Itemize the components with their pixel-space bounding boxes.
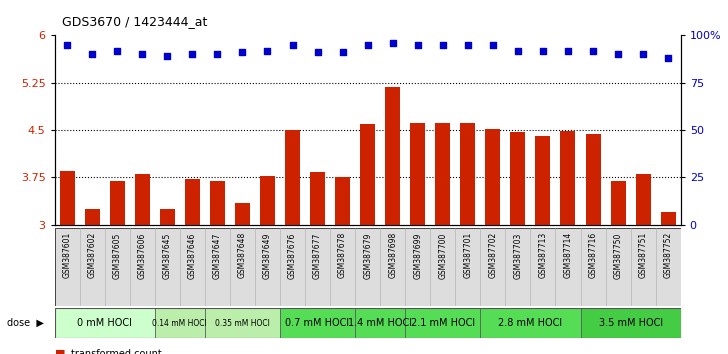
- Text: GSM387714: GSM387714: [563, 232, 572, 279]
- Bar: [210, 181, 225, 225]
- Text: GSM387698: GSM387698: [388, 232, 397, 279]
- Text: GDS3670 / 1423444_at: GDS3670 / 1423444_at: [62, 15, 207, 28]
- Point: [387, 40, 398, 46]
- Bar: [460, 122, 475, 225]
- Point: [437, 42, 448, 48]
- Bar: [355, 308, 405, 338]
- Bar: [235, 203, 250, 225]
- Text: 0.7 mM HOCl: 0.7 mM HOCl: [285, 318, 349, 328]
- Bar: [585, 134, 601, 225]
- Bar: [360, 124, 375, 225]
- Point: [136, 51, 148, 57]
- Text: GSM387702: GSM387702: [488, 232, 497, 279]
- Text: GSM387645: GSM387645: [163, 232, 172, 279]
- Point: [61, 42, 73, 48]
- Point: [487, 42, 499, 48]
- Text: dose  ▶: dose ▶: [7, 318, 44, 328]
- Point: [462, 42, 474, 48]
- Bar: [660, 212, 676, 225]
- Bar: [535, 136, 550, 225]
- Text: GSM387716: GSM387716: [588, 232, 598, 279]
- Bar: [636, 174, 651, 225]
- Bar: [385, 87, 400, 225]
- Text: 2.1 mM HOCl: 2.1 mM HOCl: [411, 318, 475, 328]
- Point: [237, 50, 248, 55]
- Text: GSM387602: GSM387602: [87, 232, 97, 279]
- Text: GSM387679: GSM387679: [363, 232, 372, 279]
- Text: GSM387676: GSM387676: [288, 232, 297, 279]
- Bar: [285, 130, 300, 225]
- Bar: [486, 129, 500, 225]
- Point: [162, 53, 173, 59]
- Point: [186, 51, 198, 57]
- Text: 0.35 mM HOCl: 0.35 mM HOCl: [215, 319, 270, 327]
- Bar: [480, 308, 580, 338]
- Bar: [435, 122, 451, 225]
- Point: [612, 51, 624, 57]
- Bar: [135, 174, 150, 225]
- Point: [337, 50, 349, 55]
- Text: GSM387601: GSM387601: [63, 232, 71, 279]
- Text: GSM387677: GSM387677: [313, 232, 322, 279]
- Text: GSM387678: GSM387678: [338, 232, 347, 279]
- Text: GSM387699: GSM387699: [414, 232, 422, 279]
- Point: [261, 48, 273, 53]
- Bar: [110, 181, 124, 225]
- Bar: [84, 209, 100, 225]
- Text: ■: ■: [55, 349, 68, 354]
- Bar: [561, 131, 576, 225]
- Point: [412, 42, 424, 48]
- Bar: [510, 132, 526, 225]
- Bar: [55, 308, 155, 338]
- Text: GSM387648: GSM387648: [238, 232, 247, 279]
- Text: GSM387606: GSM387606: [138, 232, 147, 279]
- Text: GSM387750: GSM387750: [614, 232, 622, 279]
- Bar: [405, 308, 480, 338]
- Bar: [335, 177, 350, 225]
- Text: 2.8 mM HOCl: 2.8 mM HOCl: [499, 318, 563, 328]
- Text: GSM387605: GSM387605: [113, 232, 122, 279]
- Point: [562, 48, 574, 53]
- Bar: [611, 181, 625, 225]
- Bar: [155, 308, 205, 338]
- Point: [312, 50, 323, 55]
- Bar: [185, 179, 200, 225]
- Point: [662, 55, 674, 61]
- Text: GSM387646: GSM387646: [188, 232, 197, 279]
- Point: [87, 51, 98, 57]
- Text: 1.4 mM HOCl: 1.4 mM HOCl: [348, 318, 412, 328]
- Point: [537, 48, 549, 53]
- Bar: [205, 308, 280, 338]
- Point: [362, 42, 373, 48]
- Point: [212, 51, 223, 57]
- Bar: [580, 308, 681, 338]
- Point: [637, 51, 649, 57]
- Text: GSM387649: GSM387649: [263, 232, 272, 279]
- Text: 0 mM HOCl: 0 mM HOCl: [77, 318, 132, 328]
- Text: transformed count: transformed count: [71, 349, 162, 354]
- Bar: [260, 176, 275, 225]
- Bar: [159, 209, 175, 225]
- Bar: [280, 308, 355, 338]
- Text: GSM387700: GSM387700: [438, 232, 447, 279]
- Text: GSM387751: GSM387751: [638, 232, 648, 279]
- Point: [587, 48, 599, 53]
- Point: [111, 48, 123, 53]
- Bar: [60, 171, 75, 225]
- Text: GSM387703: GSM387703: [513, 232, 523, 279]
- Text: GSM387647: GSM387647: [213, 232, 222, 279]
- Bar: [410, 122, 425, 225]
- Text: GSM387701: GSM387701: [463, 232, 472, 279]
- Text: 0.14 mM HOCl: 0.14 mM HOCl: [152, 319, 207, 327]
- Point: [287, 42, 298, 48]
- Text: 3.5 mM HOCl: 3.5 mM HOCl: [598, 318, 662, 328]
- Point: [512, 48, 523, 53]
- Text: GSM387752: GSM387752: [664, 232, 673, 279]
- Text: GSM387713: GSM387713: [539, 232, 547, 279]
- Bar: [310, 172, 325, 225]
